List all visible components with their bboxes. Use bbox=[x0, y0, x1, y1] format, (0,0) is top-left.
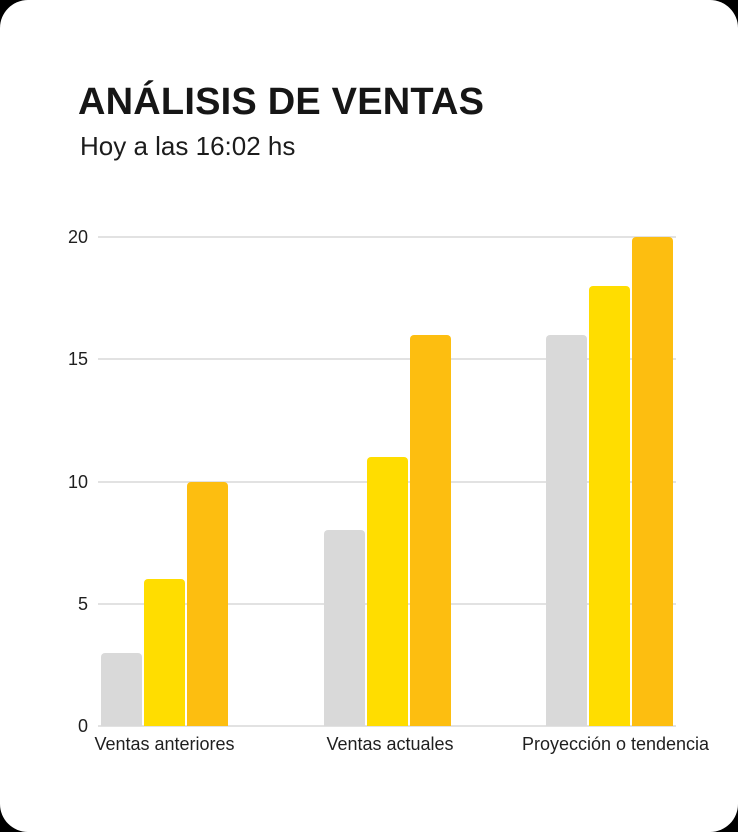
x-category-label: Ventas actuales bbox=[326, 734, 454, 754]
y-tick-label-5: 5 bbox=[77, 593, 88, 614]
y-tick-label-0: 0 bbox=[77, 716, 88, 736]
bar-gray bbox=[546, 334, 587, 726]
gridline-0 bbox=[98, 725, 676, 727]
bar-yellow bbox=[589, 285, 630, 726]
x-category: Proyección o tendencia bbox=[522, 734, 709, 756]
bar-group bbox=[323, 237, 451, 726]
report-header: ANÁLISIS DE VENTAS Hoy a las 16:02 hs bbox=[78, 81, 485, 162]
page-title: ANÁLISIS DE VENTAS bbox=[78, 81, 485, 123]
x-category: Ventas actuales bbox=[326, 734, 454, 756]
bar-gray bbox=[101, 652, 142, 726]
bar-amber bbox=[187, 481, 228, 726]
x-category: Ventas anteriores bbox=[94, 734, 234, 756]
bar-group bbox=[546, 237, 673, 726]
report-timestamp: Hoy a las 16:02 hs bbox=[80, 130, 296, 161]
bar-amber bbox=[632, 237, 673, 726]
bar-yellow bbox=[144, 579, 185, 726]
y-tick-label-15: 15 bbox=[67, 349, 88, 370]
gridline-20 bbox=[98, 236, 676, 238]
x-category-label: Proyección o tendencia bbox=[521, 734, 710, 754]
gridline-15 bbox=[98, 358, 676, 361]
bar-group bbox=[101, 237, 228, 726]
bar-yellow bbox=[366, 457, 408, 726]
bar-gray bbox=[323, 530, 365, 726]
x-axis: Ventas anteriores Ventas actuales Proyecci… bbox=[94, 734, 709, 756]
plot-area bbox=[98, 236, 676, 727]
bars-row bbox=[98, 237, 676, 726]
y-tick-label-20: 20 bbox=[67, 227, 88, 247]
y-axis: 0 5 10 15 20 bbox=[0, 228, 88, 735]
bar-amber bbox=[409, 334, 451, 726]
y-tick-label-10: 10 bbox=[67, 471, 88, 492]
x-category-label: Ventas anteriores bbox=[94, 734, 235, 754]
